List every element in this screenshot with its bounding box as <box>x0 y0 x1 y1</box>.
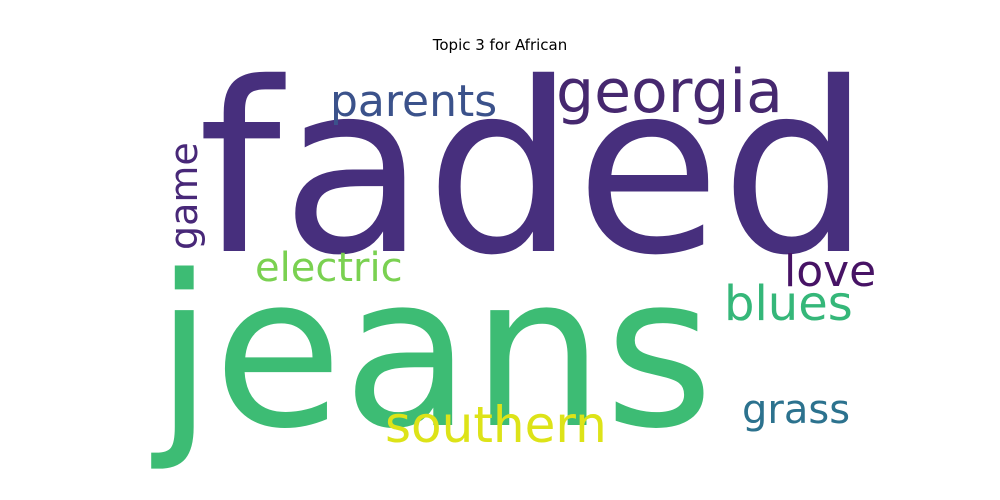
word-faded: faded <box>198 32 871 307</box>
figure-title: Topic 3 for African <box>432 36 568 54</box>
word-georgia: georgia <box>556 57 783 127</box>
word-grass: grass <box>742 387 851 433</box>
word-parents: parents <box>330 76 498 127</box>
word-southern: southern <box>385 396 607 454</box>
word-love: love <box>784 246 877 297</box>
word-electric: electric <box>255 245 403 291</box>
word-jeans: jeans <box>155 230 714 475</box>
word-blues: blues <box>724 276 853 332</box>
word-game: game <box>162 142 206 250</box>
